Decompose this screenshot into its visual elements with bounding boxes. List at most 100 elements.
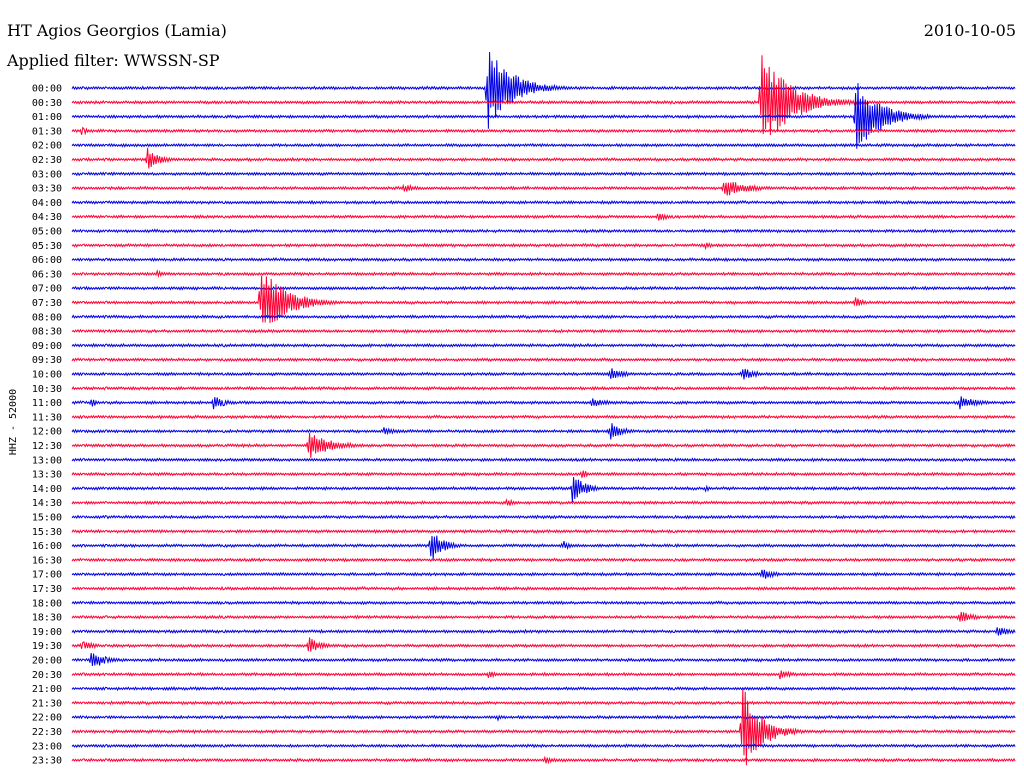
row-tick-label: 20:00 — [32, 656, 62, 667]
trace-row-0830 — [71, 328, 1016, 334]
row-tick-label: 07:00 — [32, 284, 62, 295]
row-tick-label: 07:30 — [32, 298, 62, 309]
row-tick-label: 13:30 — [32, 470, 62, 481]
trace-row-2100 — [71, 686, 1016, 692]
row-tick-label: 19:30 — [32, 641, 62, 652]
trace-row-1900 — [71, 627, 1016, 636]
trace-row-2330 — [71, 755, 1016, 765]
trace-row-0200 — [71, 142, 1016, 148]
trace-row-1700 — [71, 569, 1016, 579]
row-tick-label: 18:00 — [32, 598, 62, 609]
row-tick-label: 03:00 — [32, 169, 62, 180]
trace-row-1530 — [71, 528, 1016, 535]
trace-rows — [71, 51, 1016, 766]
trace-row-0130 — [71, 126, 1016, 136]
trace-row-1800 — [71, 600, 1016, 606]
trace-row-1600 — [71, 535, 1016, 560]
row-tick-label: 22:30 — [32, 727, 62, 738]
trace-row-1730 — [71, 585, 1016, 592]
row-tick-label: 17:30 — [32, 584, 62, 595]
filter-label: Applied filter: WWSSN-SP — [6, 51, 220, 70]
trace-row-1930 — [71, 637, 1016, 652]
row-tick-label: 23:00 — [32, 741, 62, 752]
row-tick-label: 12:30 — [32, 441, 62, 452]
trace-row-1300 — [71, 457, 1016, 463]
row-tick-label: 11:00 — [32, 398, 62, 409]
time-tick-labels: 00:00 00:30 01:00 01:30 02:00 02:30 03:00 03:30… — [32, 84, 62, 767]
trace-row-0230 — [71, 147, 1016, 169]
trace-row-2230 — [71, 689, 1016, 766]
trace-row-0900 — [71, 342, 1016, 349]
row-tick-label: 09:00 — [32, 341, 62, 352]
trace-row-1500 — [71, 514, 1016, 520]
trace-row-1630 — [71, 557, 1016, 563]
row-tick-label: 00:00 — [32, 84, 62, 95]
row-tick-label: 02:30 — [32, 155, 62, 166]
station-title: HT Agios Georgios (Lamia) — [7, 21, 227, 40]
row-tick-label: 01:30 — [32, 126, 62, 137]
trace-row-0530 — [71, 241, 1016, 251]
row-tick-label: 21:00 — [32, 684, 62, 695]
row-tick-label: 06:00 — [32, 255, 62, 266]
trace-row-1830 — [71, 611, 1016, 622]
row-tick-label: 18:30 — [32, 613, 62, 624]
trace-row-0430 — [71, 213, 1016, 222]
trace-row-1100 — [71, 396, 1016, 410]
row-tick-label: 08:30 — [32, 327, 62, 338]
trace-row-0600 — [71, 257, 1016, 263]
trace-row-0700 — [71, 285, 1016, 291]
row-tick-label: 04:30 — [32, 212, 62, 223]
row-tick-label: 05:00 — [32, 227, 62, 238]
row-tick-label: 19:00 — [32, 627, 62, 638]
trace-row-1400 — [71, 477, 1016, 503]
row-tick-label: 20:30 — [32, 670, 62, 681]
row-tick-label: 04:00 — [32, 198, 62, 209]
row-tick-label: 08:00 — [32, 312, 62, 323]
row-tick-label: 09:30 — [32, 355, 62, 366]
trace-row-2030 — [71, 670, 1016, 680]
date-label: 2010-10-05 — [924, 21, 1016, 40]
trace-row-2000 — [71, 653, 1016, 667]
trace-row-1200 — [71, 423, 1016, 440]
trace-row-2200 — [71, 714, 1016, 722]
trace-row-0400 — [71, 199, 1016, 205]
trace-row-0800 — [71, 314, 1016, 320]
row-tick-label: 00:30 — [32, 98, 62, 109]
row-tick-label: 15:00 — [32, 513, 62, 524]
row-tick-label: 05:30 — [32, 241, 62, 252]
trace-row-1430 — [71, 497, 1016, 506]
row-tick-label: 11:30 — [32, 412, 62, 423]
row-tick-label: 14:00 — [32, 484, 62, 495]
trace-row-1230 — [71, 432, 1016, 458]
row-tick-label: 10:30 — [32, 384, 62, 395]
trace-row-0100 — [71, 83, 1016, 149]
row-tick-label: 17:00 — [32, 570, 62, 581]
row-tick-label: 15:30 — [32, 527, 62, 538]
row-tick-label: 21:30 — [32, 698, 62, 709]
trace-row-1130 — [71, 414, 1016, 420]
row-tick-label: 22:00 — [32, 713, 62, 724]
trace-row-0330 — [71, 181, 1016, 196]
trace-row-1030 — [71, 385, 1016, 392]
row-tick-label: 14:30 — [32, 498, 62, 509]
trace-row-0930 — [71, 357, 1016, 363]
trace-row-1330 — [71, 470, 1016, 478]
trace-row-2130 — [71, 700, 1016, 706]
row-tick-label: 23:30 — [32, 756, 62, 767]
row-tick-label: 16:00 — [32, 541, 62, 552]
row-tick-label: 01:00 — [32, 112, 62, 123]
row-tick-label: 03:30 — [32, 184, 62, 195]
row-tick-label: 02:00 — [32, 141, 62, 152]
row-tick-label: 10:00 — [32, 370, 62, 381]
trace-row-1000 — [71, 368, 1016, 380]
trace-row-0730 — [71, 275, 1016, 324]
row-tick-label: 16:30 — [32, 555, 62, 566]
trace-row-0500 — [71, 228, 1016, 234]
row-tick-label: 12:00 — [32, 427, 62, 438]
trace-row-2300 — [71, 743, 1016, 749]
trace-row-0300 — [71, 171, 1016, 177]
row-tick-label: 06:30 — [32, 269, 62, 280]
channel-axis-label: HHZ - 52000 — [8, 389, 19, 455]
trace-row-0630 — [71, 268, 1016, 278]
